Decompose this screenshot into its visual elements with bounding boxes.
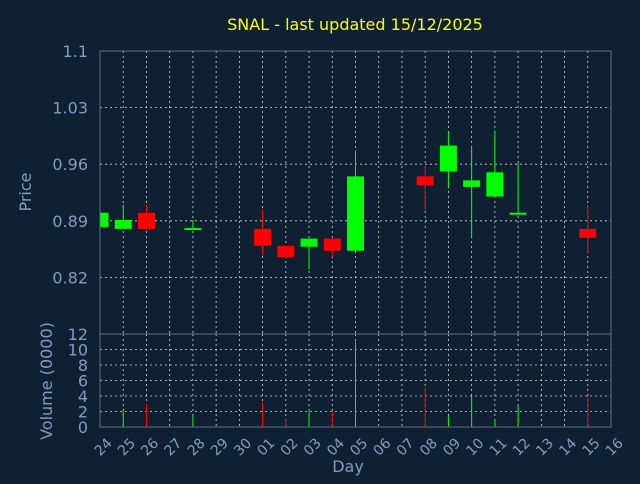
price-y-tick-label: 0.82 — [52, 268, 88, 287]
volume-y-tick-label: 10 — [68, 341, 88, 360]
candle-body — [254, 228, 272, 246]
candle-body — [486, 172, 504, 197]
candle-body — [439, 145, 457, 172]
x-tick-label: 13 — [533, 435, 557, 459]
volume-axis-label: Volume (0000) — [37, 322, 56, 440]
x-tick-label: 04 — [324, 435, 348, 459]
volume-y-tick-label: 12 — [68, 325, 88, 344]
volume-y-tick-label: 2 — [78, 403, 88, 422]
x-tick-label: 28 — [185, 435, 209, 459]
x-tick-label: 03 — [301, 435, 325, 459]
volume-plot-frame — [99, 333, 612, 428]
candle-body — [300, 238, 318, 247]
candle-body — [114, 219, 132, 229]
price-y-tick-label: 0.89 — [52, 212, 88, 231]
candle-body — [277, 245, 295, 258]
price-axis-label: Price — [16, 172, 35, 211]
x-axis-label: Day — [332, 457, 364, 476]
x-tick-label: 26 — [138, 435, 162, 459]
x-tick-label: 02 — [278, 435, 302, 459]
x-tick-label: 09 — [440, 435, 464, 459]
candle-body — [463, 180, 481, 187]
price-y-tick-label: 1.03 — [52, 99, 88, 118]
x-tick-label: 08 — [417, 435, 441, 459]
x-tick-label: 24 — [92, 435, 116, 459]
x-tick-label: 16 — [603, 435, 627, 459]
x-tick-label: 01 — [254, 435, 278, 459]
volume-bars — [99, 341, 589, 427]
x-tick-label: 27 — [161, 435, 185, 459]
x-ticks: 24 25 26 27 28 29 30 01 02 03 04 05 06 07 08 09 10 11 12 13… — [92, 435, 627, 459]
x-tick-label: 30 — [231, 435, 255, 459]
candle-body — [323, 238, 341, 251]
x-tick-label: 25 — [115, 435, 139, 459]
x-tick-label: 29 — [208, 435, 232, 459]
volume-y-tick-label: 4 — [78, 387, 88, 406]
price-y-ticks: 1.1 1.03 0.96 0.89 0.82 — [52, 42, 88, 287]
x-tick-label: 15 — [580, 435, 604, 459]
x-tick-label: 05 — [347, 435, 371, 459]
candle-body — [184, 228, 202, 231]
volume-y-tick-label: 0 — [78, 418, 88, 437]
x-tick-label: 12 — [510, 435, 534, 459]
volume-y-tick-label: 6 — [78, 372, 88, 391]
candle-body — [137, 212, 155, 229]
x-tick-label: 14 — [556, 435, 580, 459]
x-tick-label: 11 — [487, 435, 511, 459]
price-candles — [99, 131, 597, 270]
x-tick-label: 06 — [371, 435, 395, 459]
price-y-tick-label: 0.96 — [52, 155, 88, 174]
chart-title: SNAL - last updated 15/12/2025 — [227, 15, 483, 34]
volume-y-tick-label: 8 — [78, 356, 88, 375]
candle-body — [416, 176, 434, 186]
candle-body — [579, 228, 597, 238]
candle-body — [347, 176, 364, 251]
x-tick-label: 07 — [394, 435, 418, 459]
price-y-tick-label: 1.1 — [63, 42, 88, 61]
candle-body — [509, 212, 527, 215]
candle-body — [100, 212, 109, 228]
x-tick-label: 10 — [463, 435, 487, 459]
